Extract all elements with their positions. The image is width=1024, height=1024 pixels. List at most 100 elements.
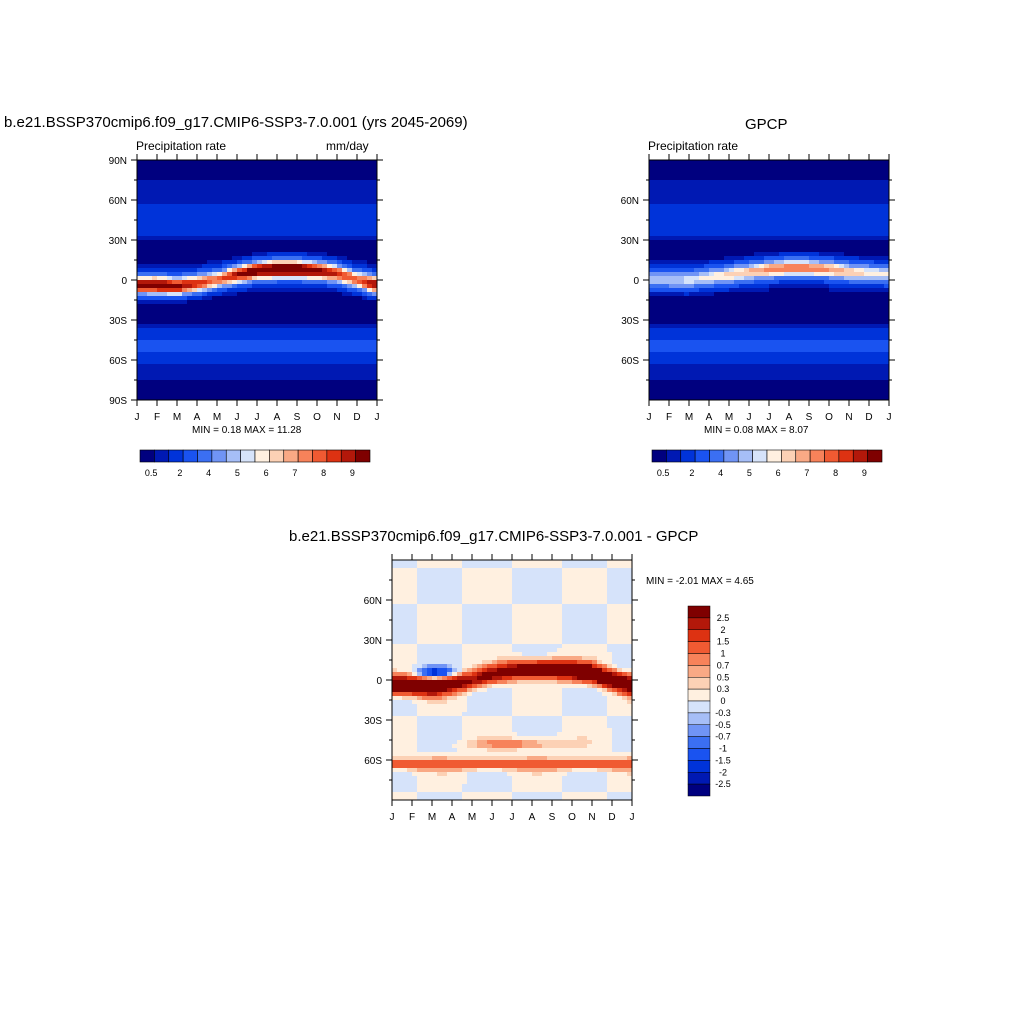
heatmap-cell <box>799 372 805 377</box>
heatmap-cell <box>809 332 815 337</box>
heatmap-cell <box>182 280 188 285</box>
heatmap-cell <box>724 320 730 325</box>
heatmap-cell <box>342 176 348 181</box>
heatmap-cell <box>277 184 283 189</box>
heatmap-cell <box>809 392 815 397</box>
heatmap-cell <box>227 216 233 221</box>
heatmap-cell <box>659 288 665 293</box>
heatmap-cell <box>322 272 328 277</box>
heatmap-cell <box>272 388 278 393</box>
heatmap-cell <box>774 360 780 365</box>
heatmap-cell <box>794 284 800 289</box>
heatmap-cell <box>674 200 680 205</box>
heatmap-cell <box>222 396 228 401</box>
heatmap-cell <box>292 192 298 197</box>
heatmap-cell <box>337 316 343 321</box>
heatmap-cell <box>739 360 745 365</box>
heatmap-cell <box>779 372 785 377</box>
heatmap-cell <box>327 224 333 229</box>
heatmap-cell <box>699 256 705 261</box>
heatmap-cell <box>704 228 710 233</box>
heatmap-cell <box>237 276 243 281</box>
heatmap-cell <box>257 304 263 309</box>
heatmap-cell <box>352 232 358 237</box>
heatmap-cell <box>719 252 725 257</box>
heatmap-cell <box>307 396 313 401</box>
heatmap-cell <box>287 360 293 365</box>
heatmap-cell <box>262 176 268 181</box>
heatmap-cell <box>172 340 178 345</box>
heatmap-cell <box>252 224 258 229</box>
heatmap-cell <box>222 248 228 253</box>
heatmap-cell <box>217 184 223 189</box>
heatmap-cell <box>347 360 353 365</box>
heatmap-cell <box>779 228 785 233</box>
heatmap-cell <box>297 280 303 285</box>
heatmap-cell <box>694 184 700 189</box>
heatmap-cell <box>729 348 735 353</box>
heatmap-cell <box>327 356 333 361</box>
heatmap-cell <box>157 212 163 217</box>
heatmap-cell <box>267 216 273 221</box>
heatmap-cell <box>794 180 800 185</box>
heatmap-cell <box>317 176 323 181</box>
heatmap-cell <box>232 232 238 237</box>
heatmap-cell <box>734 160 740 165</box>
heatmap-cell <box>267 356 273 361</box>
heatmap-cell <box>247 244 253 249</box>
heatmap-cell <box>749 276 755 281</box>
heatmap-cell <box>809 180 815 185</box>
heatmap-cell <box>162 304 168 309</box>
heatmap-cell <box>804 320 810 325</box>
heatmap-cell <box>724 324 730 329</box>
heatmap-cell <box>272 240 278 245</box>
heatmap-cell <box>187 256 193 261</box>
heatmap-cell <box>282 312 288 317</box>
heatmap-cell <box>679 312 685 317</box>
heatmap-cell <box>352 340 358 345</box>
heatmap-cell <box>789 220 795 225</box>
heatmap-cell <box>137 268 143 273</box>
heatmap-cell <box>714 340 720 345</box>
heatmap-cell <box>654 332 660 337</box>
heatmap-cell <box>212 248 218 253</box>
heatmap-cell <box>347 392 353 397</box>
heatmap-cell <box>367 292 373 297</box>
heatmap-cell <box>217 344 223 349</box>
heatmap-cell <box>167 296 173 301</box>
heatmap-cell <box>267 228 273 233</box>
heatmap-cell <box>302 304 308 309</box>
heatmap-cell <box>207 284 213 289</box>
heatmap-cell <box>332 276 338 281</box>
heatmap-cell <box>362 188 368 193</box>
heatmap-cell <box>342 384 348 389</box>
heatmap-cell <box>207 372 213 377</box>
heatmap-cell <box>759 360 765 365</box>
heatmap-cell <box>744 212 750 217</box>
heatmap-cell <box>724 368 730 373</box>
heatmap-cell <box>779 200 785 205</box>
heatmap-cell <box>774 380 780 385</box>
heatmap-cell <box>779 396 785 401</box>
heatmap-cell <box>152 172 158 177</box>
heatmap-cell <box>754 276 760 281</box>
heatmap-cell <box>714 344 720 349</box>
heatmap-cell <box>287 332 293 337</box>
heatmap-cell <box>372 256 378 261</box>
heatmap-cell <box>302 228 308 233</box>
heatmap-cell <box>734 324 740 329</box>
heatmap-cell <box>147 308 153 313</box>
heatmap-cell <box>197 300 203 305</box>
heatmap-cell <box>237 372 243 377</box>
heatmap-cell <box>694 360 700 365</box>
heatmap-cell <box>247 388 253 393</box>
heatmap-cell <box>227 196 233 201</box>
heatmap-cell <box>202 216 208 221</box>
heatmap-cell <box>252 292 258 297</box>
heatmap-cell <box>152 392 158 397</box>
heatmap-cell <box>704 292 710 297</box>
heatmap-cell <box>769 380 775 385</box>
heatmap-cell <box>774 168 780 173</box>
heatmap-cell <box>754 208 760 213</box>
heatmap-cell <box>357 252 363 257</box>
